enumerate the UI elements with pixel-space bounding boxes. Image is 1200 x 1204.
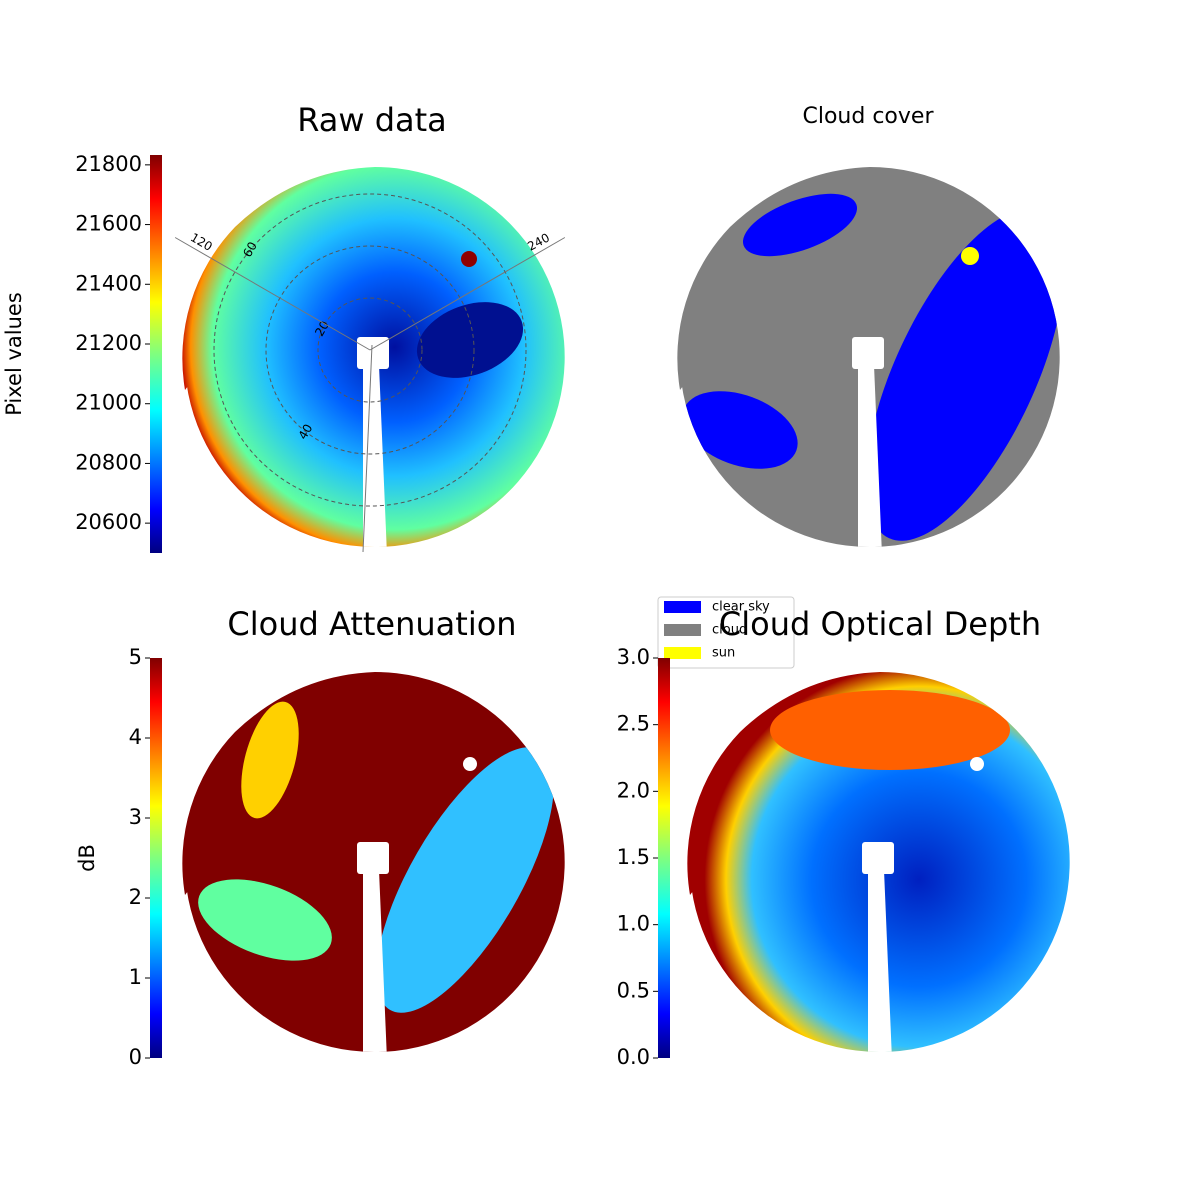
sky-region xyxy=(742,193,858,257)
colorbar-tick-label: 1 xyxy=(129,965,142,989)
colorbar-tick-label: 20800 xyxy=(75,450,142,474)
colorbar-label: Pixel values xyxy=(2,292,26,416)
sky-image xyxy=(182,167,565,547)
colorbar-tick-label: 21200 xyxy=(75,331,142,355)
colorbar-tick-label: 21400 xyxy=(75,271,142,295)
polar-circle xyxy=(265,245,475,455)
sun xyxy=(461,251,477,267)
sky-region xyxy=(770,690,1010,770)
mast-head xyxy=(852,337,884,369)
colorbar-tick-label: 21800 xyxy=(75,152,142,176)
mast xyxy=(868,870,892,1052)
colorbar-tick-label: 20600 xyxy=(75,510,142,534)
angle-label: 240 xyxy=(525,231,552,254)
colorbar-tick-label: 21000 xyxy=(75,391,142,415)
panel-title: Cloud cover xyxy=(803,104,935,129)
colorbar-tick-label: 3 xyxy=(129,805,142,829)
colorbar xyxy=(150,155,162,553)
panel-title: Raw data xyxy=(297,101,447,139)
sky-region xyxy=(376,747,554,1013)
legend-label: clear sky xyxy=(712,600,770,615)
mast xyxy=(363,870,387,1052)
polar-ray xyxy=(174,237,371,351)
colorbar-label: dB xyxy=(75,844,99,872)
colorbar-tick-label: 2.5 xyxy=(617,712,650,736)
polar-ray xyxy=(369,237,566,351)
colorbar-tick-label: 21600 xyxy=(75,212,142,236)
colorbar-tick-label: 5 xyxy=(129,645,142,669)
sky-region xyxy=(416,302,524,378)
legend-label: sun xyxy=(712,646,735,661)
radius-label: 20 xyxy=(312,318,332,338)
panel-title: Cloud Optical Depth xyxy=(719,605,1041,643)
colorbar-tick-label: 3.0 xyxy=(617,645,650,669)
angle-label: 120 xyxy=(188,230,215,254)
sky-region xyxy=(198,879,332,961)
legend-swatch xyxy=(664,601,701,613)
sky-image xyxy=(677,167,1060,547)
sun-mask xyxy=(463,757,477,771)
mast xyxy=(858,365,882,547)
colorbar-tick-label: 1.0 xyxy=(617,912,650,936)
sky-image xyxy=(687,672,1070,1052)
colorbar-tick-label: 2 xyxy=(129,885,142,909)
colorbar-tick-label: 1.5 xyxy=(617,845,650,869)
sky-region xyxy=(682,391,798,469)
radius-label: 40 xyxy=(296,422,316,442)
colorbar xyxy=(658,658,670,1058)
mast-line xyxy=(362,344,373,553)
colorbar-tick-label: 0.5 xyxy=(617,978,650,1002)
sky-image xyxy=(182,672,565,1052)
polar-circle xyxy=(317,297,423,403)
radius-label: 60 xyxy=(240,239,260,259)
colorbar-tick-label: 2.0 xyxy=(617,778,650,802)
sun xyxy=(961,247,979,265)
sky-region xyxy=(865,209,1060,541)
panel-title: Cloud Attenuation xyxy=(227,605,516,643)
legend-label: cloud xyxy=(712,623,747,638)
legend-swatch xyxy=(664,624,701,636)
legend-swatch xyxy=(664,647,701,659)
colorbar-tick-label: 0 xyxy=(129,1045,142,1069)
sun-mask xyxy=(970,757,984,771)
mast-head xyxy=(357,842,389,874)
polar-circle xyxy=(213,193,527,507)
colorbar xyxy=(150,658,162,1058)
mast-head xyxy=(862,842,894,874)
colorbar-tick-label: 0.0 xyxy=(617,1045,650,1069)
sky-region xyxy=(241,701,299,819)
mast-head xyxy=(357,337,389,369)
colorbar-tick-label: 4 xyxy=(129,725,142,749)
